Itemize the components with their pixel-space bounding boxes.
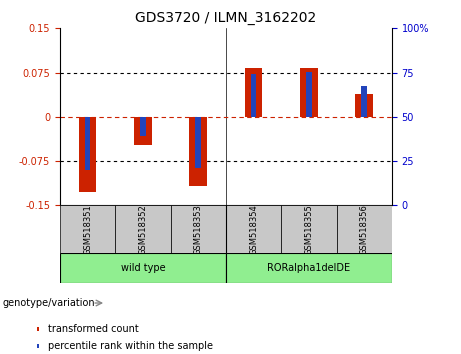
Bar [85,117,90,170]
Text: GSM518351: GSM518351 [83,204,92,255]
Text: percentile rank within the sample: percentile rank within the sample [48,341,213,351]
Text: genotype/variation: genotype/variation [2,298,95,308]
Bar [355,95,373,117]
Text: GSM518353: GSM518353 [194,204,203,255]
Text: wild type: wild type [121,263,165,273]
Bar [37,344,39,348]
Bar [115,205,171,253]
Bar [226,253,392,283]
Text: GSM518355: GSM518355 [304,204,313,255]
Bar [195,117,201,167]
Bar [171,205,226,253]
Bar [245,68,262,117]
Bar [251,74,256,117]
Text: transformed count: transformed count [48,324,139,334]
Text: RORalpha1delDE: RORalpha1delDE [267,263,350,273]
Bar [60,205,115,253]
Bar [140,117,146,136]
Title: GDS3720 / ILMN_3162202: GDS3720 / ILMN_3162202 [135,11,317,24]
Bar [226,205,281,253]
Bar [337,205,392,253]
Bar [134,117,152,145]
Text: GSM518352: GSM518352 [138,204,148,255]
Bar [361,86,367,117]
Text: GSM518356: GSM518356 [360,204,369,255]
Bar [189,117,207,187]
Bar [306,72,312,117]
Text: GSM518354: GSM518354 [249,204,258,255]
Bar [300,68,318,117]
Bar [281,205,337,253]
Bar [60,253,226,283]
Bar [79,117,96,192]
Bar [37,327,39,331]
